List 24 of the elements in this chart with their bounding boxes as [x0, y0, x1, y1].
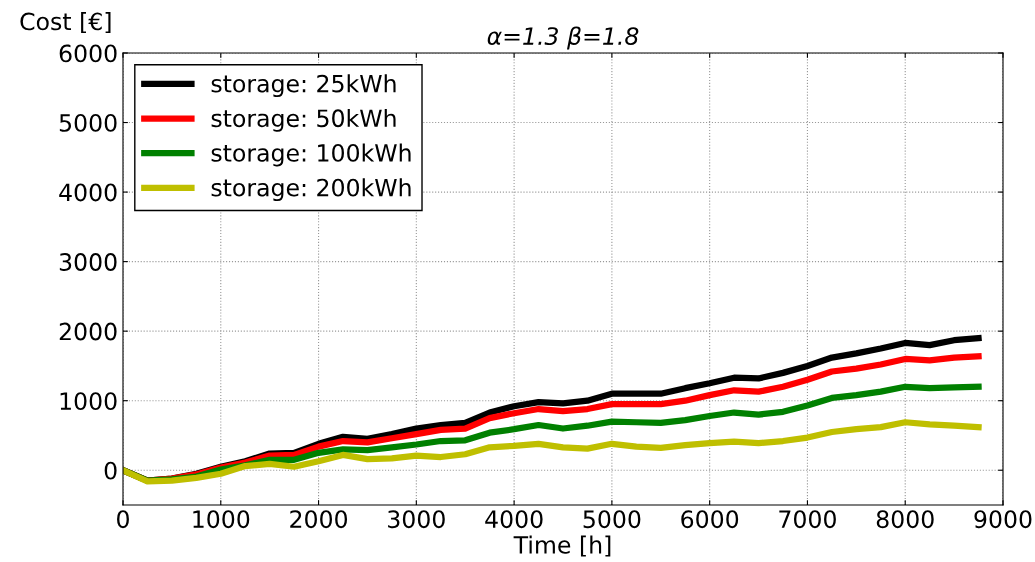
y-axis-title: Cost [€] — [20, 12, 111, 34]
y-tick-label: 2000 — [59, 322, 117, 341]
y-tick-label: 4000 — [59, 183, 117, 202]
x-axis-title: Time [h] — [513, 535, 611, 557]
x-tick-label: 7000 — [779, 510, 836, 529]
y-tick-label: 1000 — [60, 392, 117, 410]
legend-label: storage: 200kWh — [211, 178, 411, 202]
y-tick-label: 0 — [104, 461, 117, 480]
y-tick-label: 6000 — [59, 44, 117, 63]
x-tick-label: 8000 — [876, 510, 934, 529]
legend-label: storage: 50kWh — [211, 108, 396, 132]
y-tick-label: 5000 — [59, 113, 117, 132]
x-tick-label: 4000 — [485, 510, 543, 529]
x-tick-label: 2000 — [290, 510, 348, 529]
chart-title: α=1.3 β=1.8 — [487, 26, 639, 50]
legend-label: storage: 25kWh — [211, 74, 396, 98]
x-tick-label: 0 — [117, 510, 129, 529]
x-tick-label: 3000 — [388, 510, 445, 529]
x-tick-label: 9000 — [974, 510, 1032, 529]
x-tick-label: 5000 — [583, 510, 641, 529]
legend-label: storage: 100kWh — [211, 143, 411, 167]
x-tick-label: 6000 — [681, 510, 739, 529]
y-tick-label: 3000 — [59, 253, 117, 271]
x-tick-label: 1000 — [193, 510, 250, 529]
